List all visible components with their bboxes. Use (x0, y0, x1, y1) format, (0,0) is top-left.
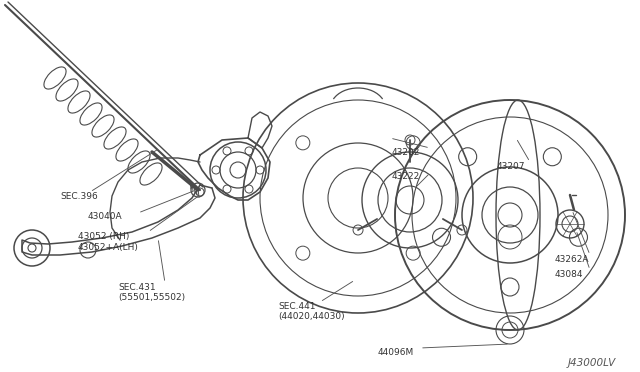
Text: J43000LV: J43000LV (568, 358, 616, 368)
Text: (44020,44030): (44020,44030) (278, 312, 344, 321)
Text: (55501,55502): (55501,55502) (118, 293, 185, 302)
Text: 43222: 43222 (392, 172, 420, 181)
Text: 43040A: 43040A (88, 212, 123, 221)
Text: 43084: 43084 (555, 270, 584, 279)
Text: SEC.441: SEC.441 (278, 302, 316, 311)
Text: 43052 (RH): 43052 (RH) (78, 232, 129, 241)
Text: 43262A: 43262A (555, 255, 589, 264)
Text: 43207: 43207 (497, 162, 525, 171)
Text: SEC.396: SEC.396 (60, 192, 98, 201)
Text: 43202: 43202 (392, 148, 420, 157)
Text: 44096M: 44096M (378, 348, 414, 357)
Text: 43052+A(LH): 43052+A(LH) (78, 243, 139, 252)
Text: SEC.431: SEC.431 (118, 283, 156, 292)
